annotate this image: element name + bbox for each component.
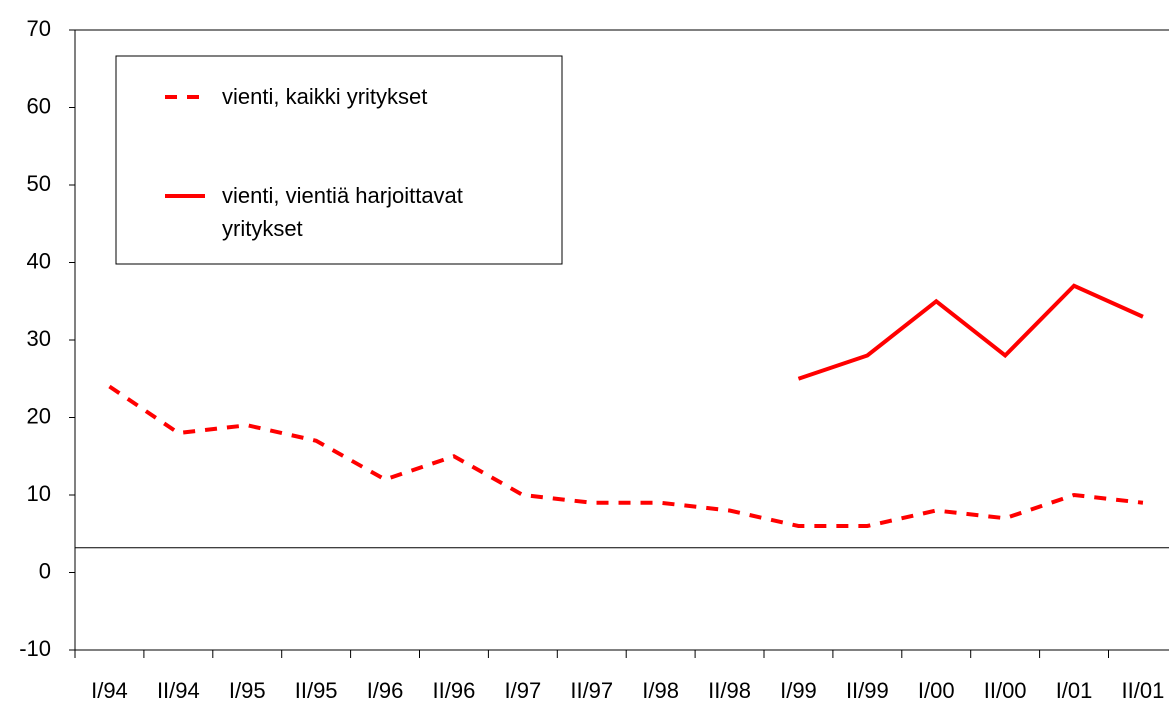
x-tick-label: I/96: [367, 678, 404, 703]
y-tick-label: 20: [27, 403, 51, 428]
x-tick-label: I/97: [504, 678, 541, 703]
y-tick-label: 10: [27, 481, 51, 506]
x-tick-label: II/00: [984, 678, 1027, 703]
legend-label: vienti, vientiä harjoittavat yritykset: [222, 183, 463, 241]
x-tick-label: II/01: [1122, 678, 1165, 703]
x-tick-label: I/99: [780, 678, 817, 703]
x-tick-label: II/98: [708, 678, 751, 703]
y-tick-label: 40: [27, 248, 51, 273]
y-tick-label: -10: [19, 636, 51, 661]
y-tick-label: 70: [27, 16, 51, 41]
line-series: [108, 384, 1144, 528]
x-tick-label: II/97: [570, 678, 613, 703]
y-tick-label: 60: [27, 93, 51, 118]
y-tick-label: 50: [27, 171, 51, 196]
x-tick-label: II/95: [295, 678, 338, 703]
x-tick-label: I/98: [642, 678, 679, 703]
legend-label-box: vienti, vientiä harjoittavat yritykset: [222, 183, 463, 241]
x-tick-label: II/96: [433, 678, 476, 703]
legend-box: [115, 55, 563, 265]
x-tick-label: I/01: [1056, 678, 1093, 703]
x-tick-label: I/95: [229, 678, 266, 703]
y-tick-label: 0: [39, 558, 51, 583]
line-series: [797, 283, 1144, 381]
x-tick-label: II/99: [846, 678, 889, 703]
legend-label: vienti, kaikki yritykset: [222, 84, 428, 109]
x-tick-label: I/94: [91, 678, 128, 703]
legend-label-box: vienti, kaikki yritykset: [222, 84, 428, 109]
y-tick-label: 30: [27, 326, 51, 351]
x-tick-label: I/00: [918, 678, 955, 703]
x-tick-label: II/94: [157, 678, 200, 703]
